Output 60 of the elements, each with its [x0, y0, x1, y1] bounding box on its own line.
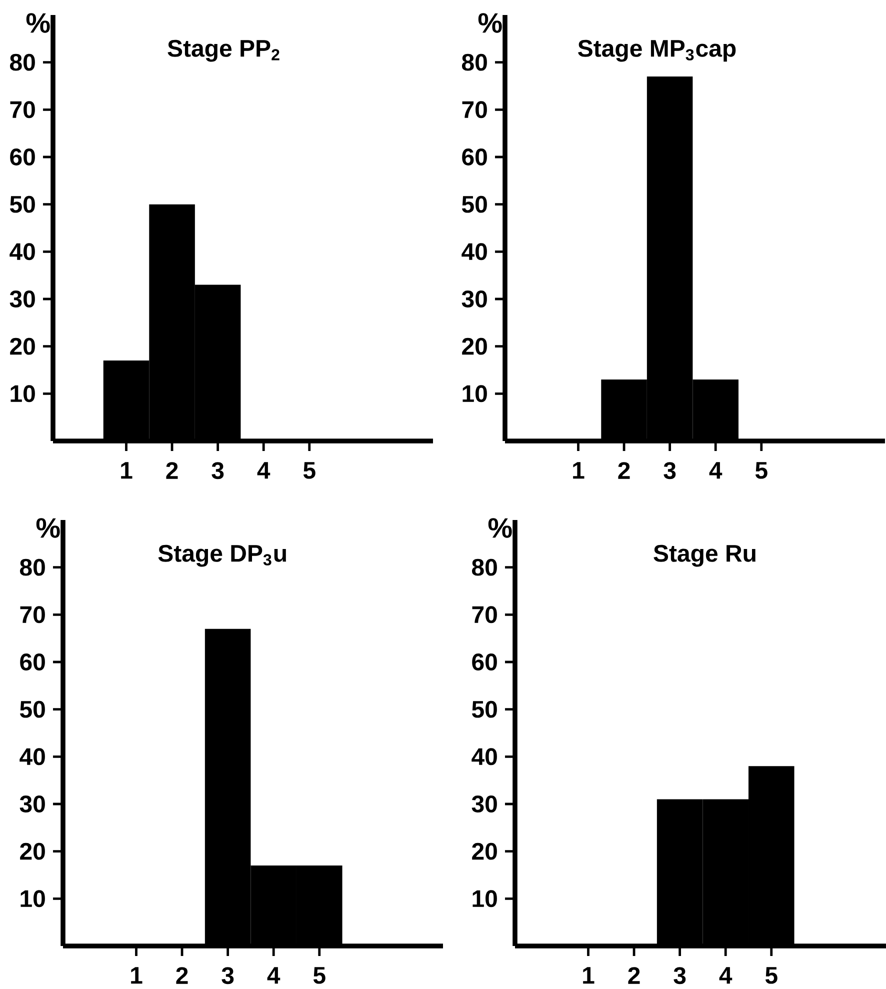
x-tick-label: 4: [709, 462, 722, 479]
x-tick-label: 5: [313, 967, 326, 984]
y-tick-label: 30: [10, 290, 35, 308]
y-tick-label: 50: [472, 700, 497, 718]
y-axis-title: %: [26, 13, 50, 33]
y-tick-label: 50: [462, 196, 487, 213]
y-tick-label: 40: [10, 243, 35, 260]
x-tick-label: 1: [573, 462, 584, 479]
x-tick-label: 3: [664, 462, 676, 480]
x-tick-label: 5: [755, 462, 768, 479]
x-tick-label: 2: [618, 462, 630, 479]
text: Stage DP$_{3}$u: [158, 544, 286, 567]
y-tick-label: 80: [462, 54, 487, 71]
x-tick-label: 3: [212, 462, 224, 480]
y-tick-label: 60: [472, 654, 497, 670]
x-tick-label: 2: [176, 967, 188, 984]
y-tick-label: 20: [462, 338, 487, 355]
y-tick-label: 80: [10, 54, 35, 71]
x-tick-label: 5: [303, 462, 316, 479]
x-tick-label: 2: [166, 462, 178, 479]
y-tick-label: 50: [20, 700, 45, 718]
y-tick-label: 60: [462, 148, 487, 166]
y-tick-label: 10: [20, 890, 45, 908]
y-tick-label: 10: [462, 385, 487, 402]
y-tick-label: 20: [472, 842, 497, 860]
text: Stage PP$_{2}$: [168, 40, 280, 62]
y-tick-label: 20: [10, 338, 35, 355]
y-tick-label: 40: [462, 243, 487, 260]
y-axis-title: %: [478, 13, 502, 33]
y-tick-label: 70: [472, 606, 497, 624]
y-tick-label: 80: [20, 558, 45, 576]
y-tick-label: 40: [20, 748, 45, 766]
y-tick-label: 70: [10, 101, 35, 118]
x-tick-label: 3: [222, 967, 234, 984]
y-axis-title: %: [36, 518, 60, 538]
x-tick-label: 4: [267, 967, 280, 984]
y-tick-label: 40: [472, 748, 497, 766]
x-tick-label: 3: [674, 967, 686, 984]
text: Stage MP$_{3}$cap: [578, 40, 736, 62]
x-tick-label: 2: [628, 967, 640, 984]
y-tick-label: 70: [462, 101, 487, 118]
y-tick-label: 70: [20, 606, 45, 624]
y-tick-label: 50: [10, 196, 35, 213]
y-tick-label: 10: [10, 385, 35, 402]
y-tick-label: 10: [472, 890, 497, 908]
y-tick-label: 60: [20, 654, 45, 670]
text: Stage Ru: [654, 544, 756, 567]
x-tick-label: 5: [765, 967, 778, 984]
x-tick-label: 1: [583, 967, 594, 984]
x-tick-label: 4: [719, 967, 732, 984]
y-tick-label: 60: [10, 148, 35, 166]
x-tick-label: 4: [257, 462, 270, 479]
y-tick-label: 20: [20, 842, 45, 860]
y-tick-label: 30: [462, 290, 487, 308]
y-tick-label: 30: [20, 795, 45, 813]
x-tick-label: 1: [121, 462, 132, 479]
y-tick-label: 30: [472, 795, 497, 813]
x-tick-label: 1: [131, 967, 142, 984]
y-axis-title: %: [488, 518, 512, 538]
y-tick-label: 80: [472, 558, 497, 576]
